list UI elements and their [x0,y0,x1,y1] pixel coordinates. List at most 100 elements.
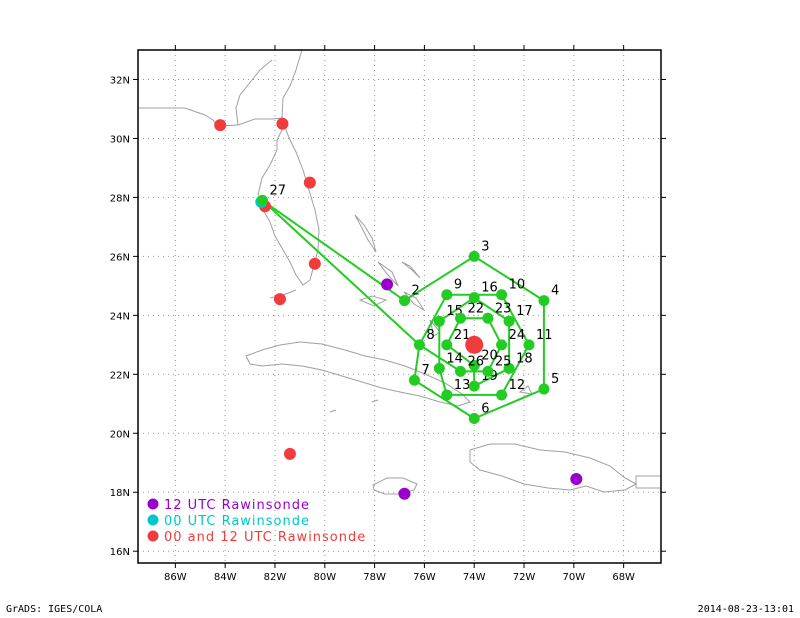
cayman-islands [329,399,379,413]
dropsonde-point [482,312,494,324]
lon-tick-label: 74W [463,572,486,583]
map-frame [137,49,662,564]
dropsonde-point [468,413,480,425]
lon-tick-label: 86W [164,572,187,583]
footer-right: 2014-08-23-13:01 [697,604,794,615]
jamaica-coastline [372,477,418,495]
lon-tick-label: 76W [413,572,436,583]
dropsonde-label: 17 [516,304,533,319]
lat-tick-label: 20N [110,429,130,440]
dropsonde-points: 2345678910111213141516171819202122232425… [257,183,559,425]
rawinsonde-site-both [273,293,286,306]
dropsonde-point [503,315,515,327]
lat-tick-label: 22N [110,370,130,381]
cuba-coastline [245,341,471,407]
rawinsonde-site-both [308,257,321,270]
legend-marker-12 [147,498,159,510]
rawinsonde-site-both [303,176,316,189]
lon-tick-label: 84W [214,572,237,583]
lon-tick-label: 72W [513,572,536,583]
dropsonde-label: 11 [536,328,553,343]
dropsonde-point [538,295,550,307]
dropsonde-point [408,374,420,386]
lon-tick-label: 80W [313,572,336,583]
dropsonde-point [468,250,480,262]
lat-tick-label: 30N [110,134,130,145]
dropsonde-label: 24 [509,328,526,343]
florida-coastline [138,50,320,286]
dropsonde-point [496,289,508,301]
dropsonde-point [455,312,467,324]
dropsonde-label: 18 [516,351,533,366]
dropsonde-point [503,362,515,374]
dropsonde-point [413,339,425,351]
dropsonde-label: 23 [495,301,512,316]
dropsonde-label: 9 [454,278,462,293]
graticule [138,50,661,563]
dropsonde-label: 10 [509,278,526,293]
dropsonde-point [441,339,453,351]
dropsonde-label: 25 [495,354,512,369]
dropsonde-label: 20 [481,348,498,363]
dropsonde-point [468,292,480,304]
axis-ticks: 86W 84W 82W 80W 78W 76W 74W 72W 70W 68W 16N 18N 20N 2… [110,45,666,583]
rawinsonde-site-both [276,117,289,130]
dropsonde-point [468,380,480,392]
footer-left: GrADS: IGES/COLA [6,604,103,615]
coastlines [138,50,661,495]
hispaniola-coastline [469,443,638,493]
rawinsonde-site-12 [398,487,411,500]
dropsonde-label: 5 [551,372,559,387]
dropsonde-label: 16 [481,281,498,296]
lat-tick-label: 18N [110,488,130,499]
lat-tick-label: 32N [110,75,130,86]
dropsonde-label: 6 [481,402,489,417]
georgia-border [235,59,273,126]
dropsonde-label: 26 [468,354,485,369]
legend-label: 00 and 12 UTC Rawinsonde [164,530,366,545]
lat-tick-label: 24N [110,311,130,322]
dropsonde-label: 4 [551,284,559,299]
dropsonde-point [257,194,269,206]
dropsonde-label: 8 [426,328,434,343]
dropsonde-point [468,359,480,371]
dropsonde-point [441,289,453,301]
bahamas-islands [354,214,533,395]
lon-tick-label: 78W [363,572,386,583]
dropsonde-label: 14 [446,351,463,366]
legend-marker-00 [147,514,159,526]
lat-tick-label: 26N [110,252,130,263]
dropsonde-point [496,339,508,351]
dropsonde-label: 12 [509,378,526,393]
dropsonde-point [496,389,508,401]
dropsonde-label: 2 [411,284,419,299]
dropsonde-point [523,339,535,351]
flight-track [261,199,545,420]
dropsonde-point [538,383,550,395]
legend-marker-both [147,530,159,542]
dropsonde-point [482,365,494,377]
storm-center [465,335,484,354]
lon-tick-label: 82W [264,572,287,583]
dropsonde-point [455,365,467,377]
rawinsonde-site-both [214,119,227,132]
dropsonde-point [433,362,445,374]
rawinsonde-site-12 [381,278,394,291]
dropsonde-label: 27 [270,183,287,198]
dropsonde-label: 22 [468,301,485,316]
dropsonde-label: 7 [421,363,429,378]
dropsonde-label: 13 [454,378,471,393]
lat-tick-label: 28N [110,193,130,204]
dropsonde-label: 21 [454,328,471,343]
dropsonde-point [398,295,410,307]
dropsonde-point [433,315,445,327]
lon-tick-label: 70W [563,572,586,583]
lon-tick-label: 68W [612,572,635,583]
dropsonde-point [441,389,453,401]
rawinsonde-site-both [283,447,296,460]
dropsonde-label: 3 [481,239,489,254]
legend-label: 00 UTC Rawinsonde [164,514,310,529]
rawinsonde-site-12 [570,472,583,485]
